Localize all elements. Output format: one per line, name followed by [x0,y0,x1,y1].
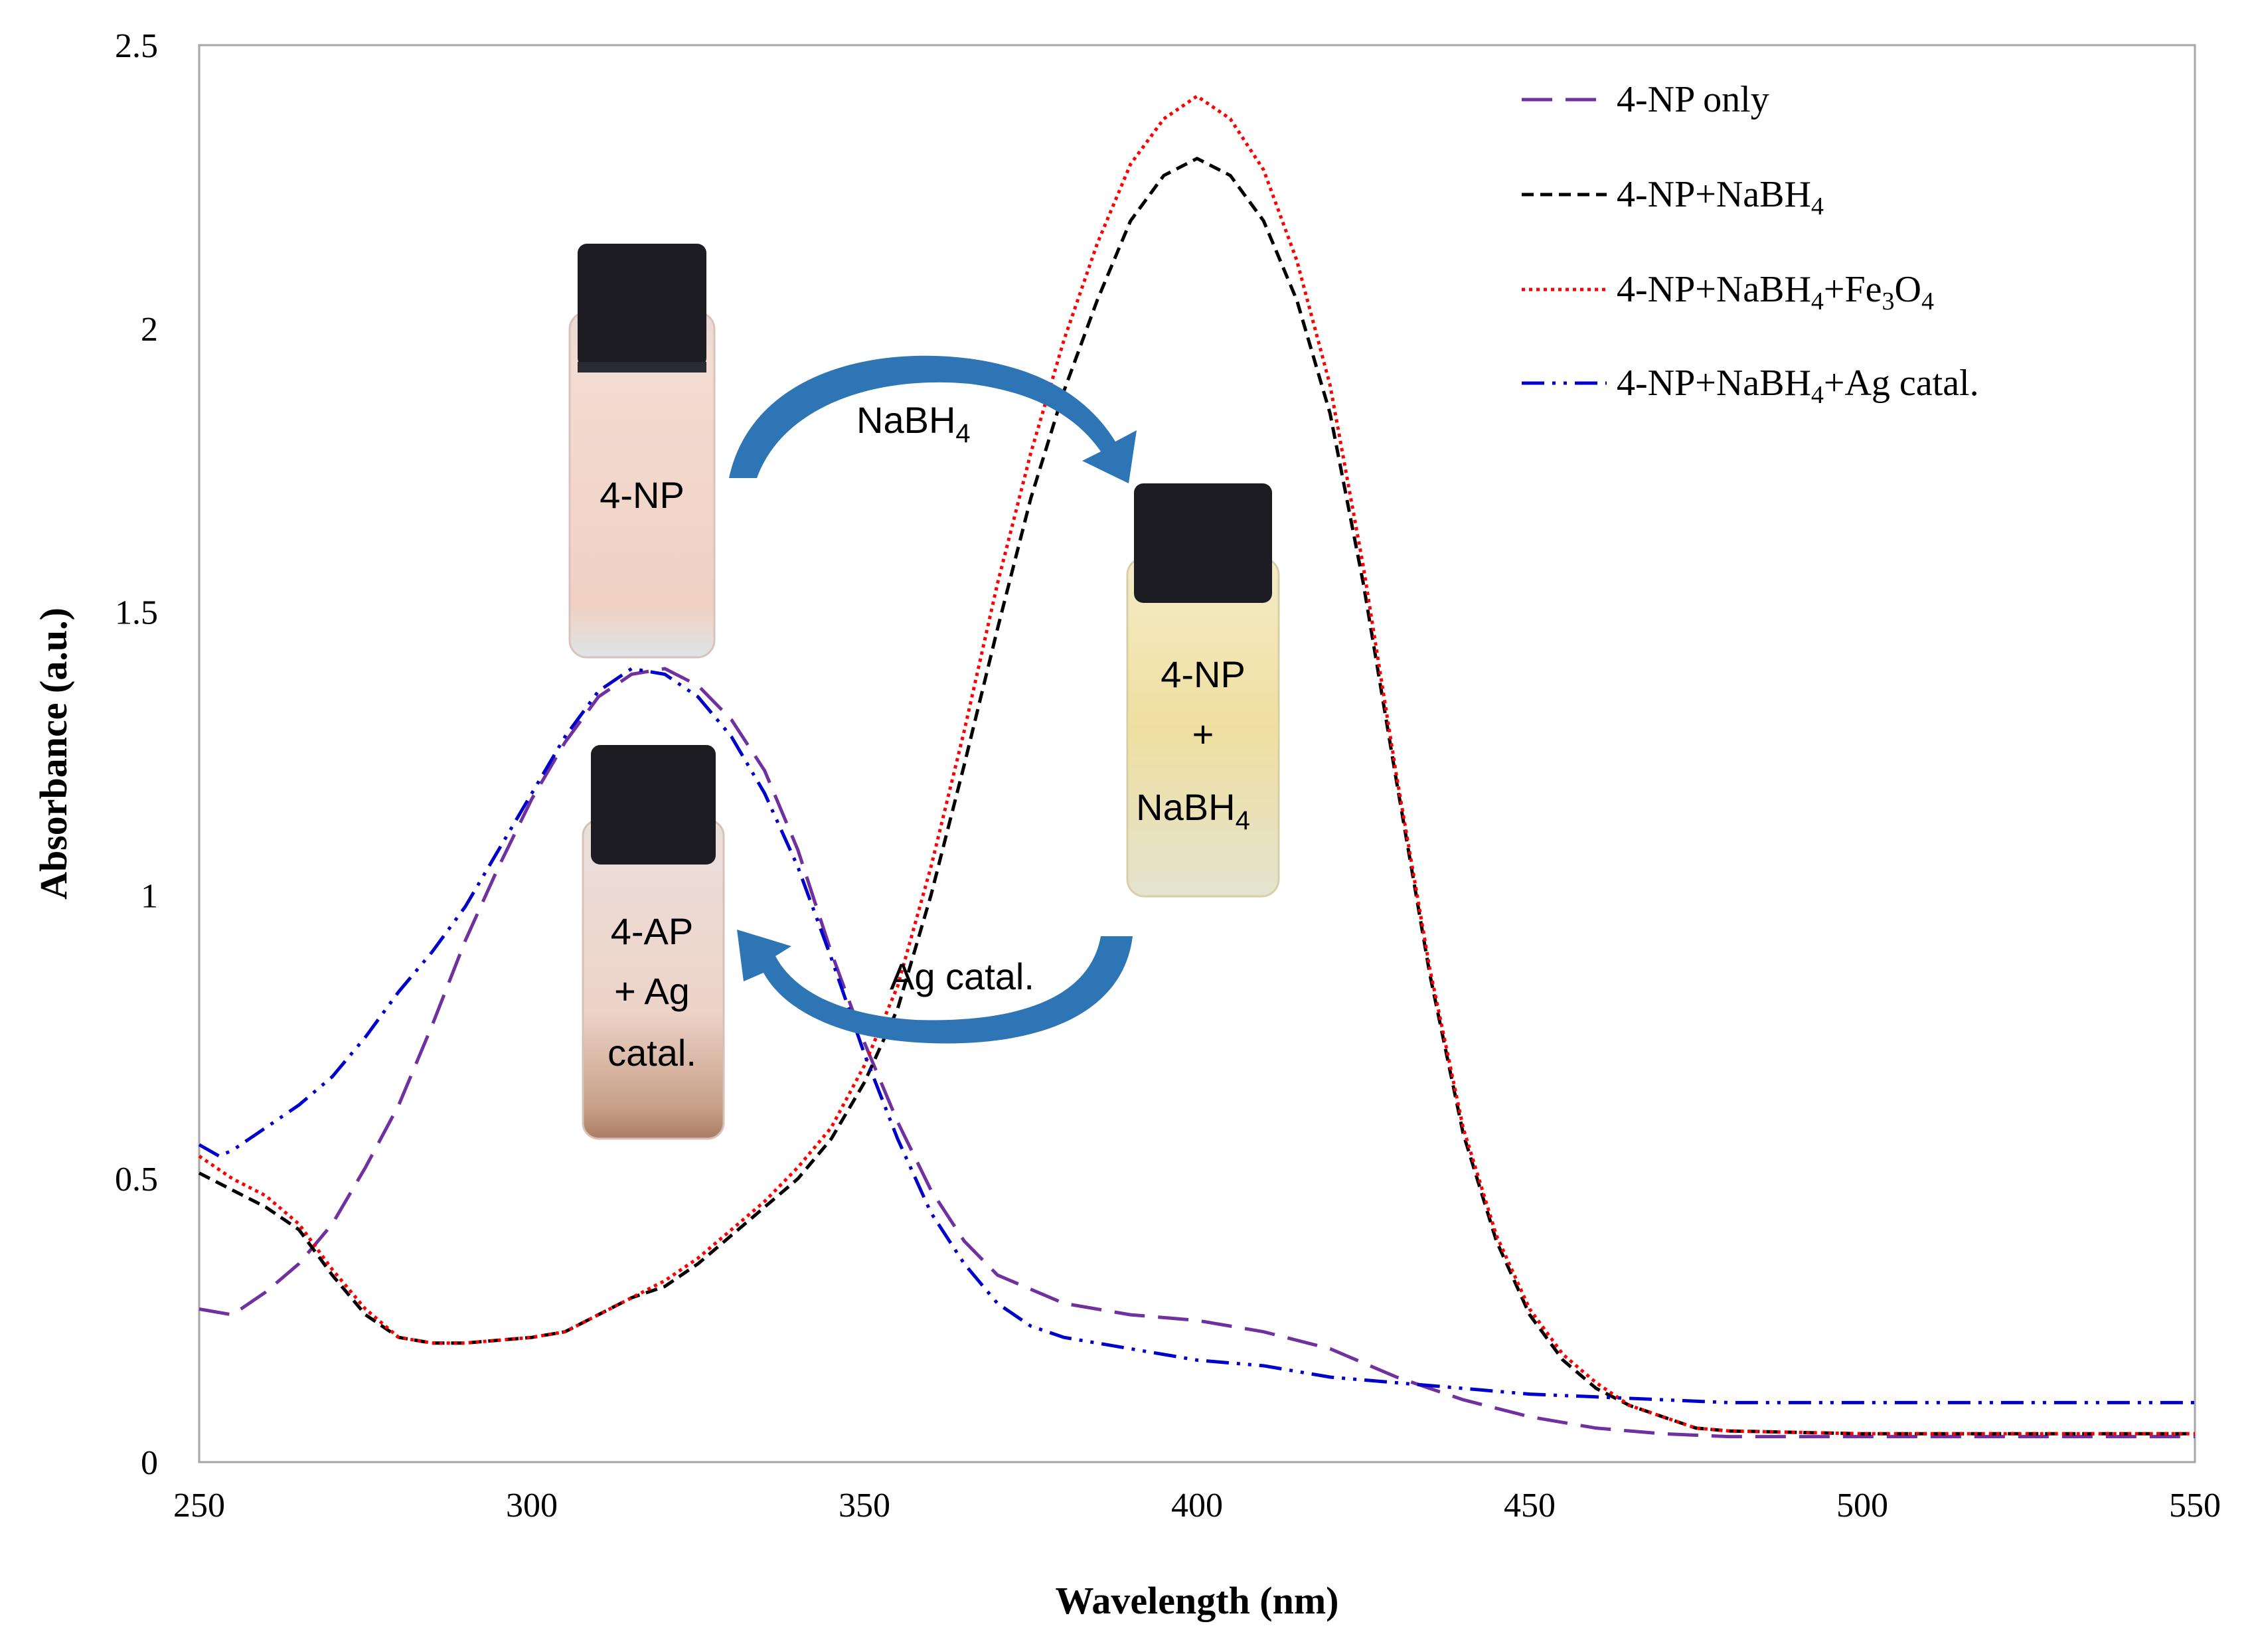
legend-item-4np-nabh4-fe3o4: 4-NP+NaBH4+Fe3O4 [1522,269,1934,315]
vial-nabh4: 4-NP + NaBH4 [1126,483,1280,898]
x-tick-label: 450 [1504,1487,1556,1525]
vial-4np-cap [578,244,706,367]
series-line-1 [198,157,2195,1436]
vial-4ap-line3: catal. [607,1032,696,1074]
y-tick-label: 0.5 [115,1161,158,1198]
vial-nabh4-line3: NaBH4 [1136,786,1250,835]
series-line-0 [199,667,2195,1439]
vial-4np: 4-NP [568,244,716,659]
inset-diagram: 4-NP 4-NP + NaBH4 4-AP + Ag catal. NaBH4… [568,244,1280,1140]
x-axis-ticks: 250 300 350 400 450 500 550 [173,1487,2221,1525]
legend-label-4np-nabh4-text: 4-NP+NaBH [1617,174,1811,215]
legend-label-4np-nabh4-sub: 4 [1811,193,1824,220]
arrow-top: NaBH4 [729,355,1137,483]
y-tick-label: 0 [141,1444,158,1482]
legend-fe-sub1: 4 [1811,288,1824,315]
x-tick-label: 550 [2169,1487,2221,1525]
legend-item-4np-nabh4: 4-NP+NaBH4 [1522,174,1824,220]
vial-nabh4-line3-text: NaBH [1136,786,1235,828]
series-layer [198,94,2195,1439]
vial-nabh4-cap [1134,483,1272,603]
y-tick-label: 2.5 [115,27,158,65]
y-tick-label: 2 [141,311,158,349]
vial-4ap-cap [591,745,716,865]
series-line-3 [198,667,2195,1404]
arrow-top-body [729,355,1137,483]
y-axis-title: Absorbance (a.u.) [32,608,75,900]
legend-fe-part1: 4-NP+NaBH [1617,269,1811,310]
legend-label-4np-nabh4: 4-NP+NaBH4 [1617,174,1824,220]
y-tick-label: 1.5 [115,594,158,632]
vial-4np-cap-band [578,362,706,372]
legend-item-4np-only: 4-NP only [1522,79,1769,120]
legend-item-4np-nabh4-ag: 4-NP+NaBH4+Ag catal. [1522,363,1979,409]
vial-4np-label: 4-NP [600,474,684,516]
legend-ag-part1: 4-NP+NaBH [1617,363,1811,404]
legend-ag-suffix: +Ag catal. [1824,363,1979,404]
vial-4ap-line1: 4-AP [611,910,694,952]
y-tick-label: 1 [141,877,158,915]
legend-fe-part2: +Fe [1824,269,1882,310]
arrow-top-label: NaBH4 [856,399,971,448]
legend: 4-NP only 4-NP+NaBH4 4-NP+NaBH4+Fe3O4 4-… [1522,79,1979,409]
arrow-bottom: Ag catal. [737,930,1133,1044]
vial-4ap: 4-AP + Ag catal. [582,745,725,1140]
legend-fe-sub3: 4 [1921,288,1934,315]
legend-ag-sub: 4 [1811,381,1824,409]
arrow-bottom-label: Ag catal. [890,955,1034,997]
plot-area [198,44,2196,1463]
legend-label-4np-nabh4-ag: 4-NP+NaBH4+Ag catal. [1617,363,1979,409]
arrow-top-label-sub: 4 [955,419,970,448]
legend-fe-part3: O [1895,269,1921,310]
legend-label-4np-only: 4-NP only [1617,79,1769,120]
x-tick-label: 350 [839,1487,890,1525]
arrow-top-label-text: NaBH [856,399,955,441]
x-tick-label: 300 [506,1487,558,1525]
legend-label-4np-nabh4-fe3o4: 4-NP+NaBH4+Fe3O4 [1617,269,1934,315]
vial-nabh4-line3-sub: 4 [1236,806,1250,835]
x-tick-label: 500 [1836,1487,1888,1525]
y-axis-ticks: 0 0.5 1 1.5 2 2.5 [115,27,158,1482]
x-tick-label: 400 [1171,1487,1223,1525]
legend-fe-sub2: 3 [1882,288,1895,315]
arrow-bottom-body [737,930,1133,1044]
vial-nabh4-line1: 4-NP [1161,653,1246,695]
x-tick-label: 250 [173,1487,225,1525]
vial-4ap-line2: + Ag [614,970,690,1012]
vial-nabh4-line2: + [1192,713,1214,755]
series-line-2 [198,94,2195,1436]
x-axis-title: Wavelength (nm) [1056,1579,1339,1622]
